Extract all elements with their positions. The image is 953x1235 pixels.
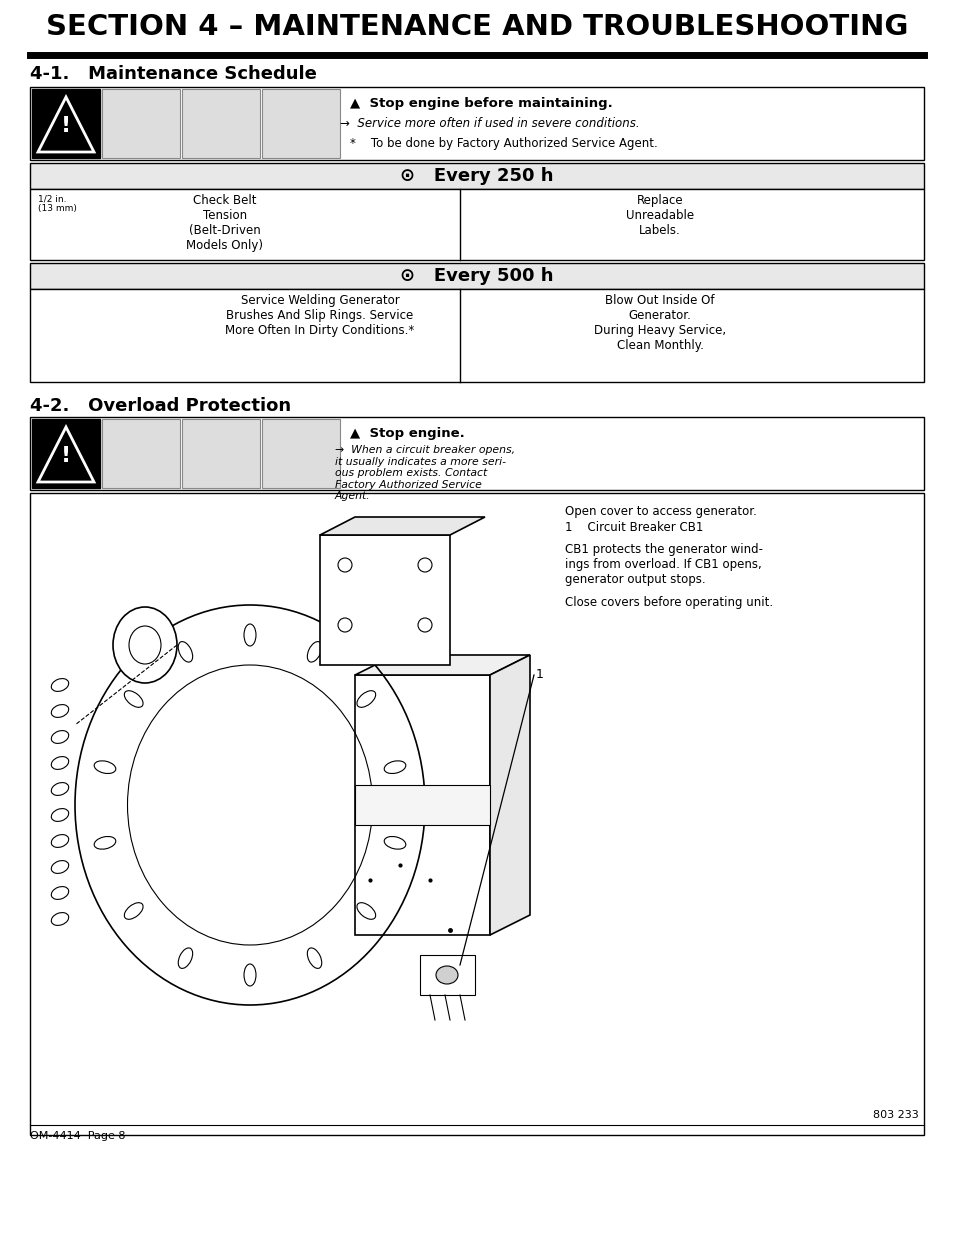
Ellipse shape <box>244 965 255 986</box>
Ellipse shape <box>124 690 143 708</box>
Ellipse shape <box>337 558 352 572</box>
Text: !: ! <box>61 446 71 466</box>
Text: 1    Circuit Breaker CB1: 1 Circuit Breaker CB1 <box>564 521 702 534</box>
Text: 1: 1 <box>536 668 543 682</box>
Ellipse shape <box>384 761 405 773</box>
Ellipse shape <box>436 966 457 984</box>
FancyBboxPatch shape <box>355 785 490 825</box>
FancyBboxPatch shape <box>30 163 923 189</box>
FancyBboxPatch shape <box>182 419 260 488</box>
Text: CB1 protects the generator wind-
ings from overload. If CB1 opens,
generator out: CB1 protects the generator wind- ings fr… <box>564 543 762 585</box>
Ellipse shape <box>178 642 193 662</box>
Polygon shape <box>490 655 530 935</box>
Ellipse shape <box>94 761 115 773</box>
FancyBboxPatch shape <box>262 419 339 488</box>
FancyBboxPatch shape <box>102 89 180 158</box>
Ellipse shape <box>476 794 483 816</box>
Ellipse shape <box>392 794 400 816</box>
Text: Blow Out Inside Of
Generator.
During Heavy Service,
Clean Monthly.: Blow Out Inside Of Generator. During Hea… <box>594 294 725 352</box>
Ellipse shape <box>307 948 321 968</box>
Ellipse shape <box>337 618 352 632</box>
Ellipse shape <box>444 794 452 816</box>
Ellipse shape <box>361 794 369 816</box>
Text: ▲  Stop engine before maintaining.: ▲ Stop engine before maintaining. <box>350 98 612 110</box>
Text: *    To be done by Factory Authorized Service Agent.: * To be done by Factory Authorized Servi… <box>350 137 657 149</box>
Text: ⊙   Every 500 h: ⊙ Every 500 h <box>400 267 553 285</box>
Text: 4-1.   Maintenance Schedule: 4-1. Maintenance Schedule <box>30 65 316 83</box>
Text: →  When a circuit breaker opens,
it usually indicates a more seri-
ous problem e: → When a circuit breaker opens, it usual… <box>335 445 515 501</box>
Ellipse shape <box>455 794 462 816</box>
Polygon shape <box>319 535 450 664</box>
Ellipse shape <box>356 690 375 708</box>
Ellipse shape <box>382 794 390 816</box>
Text: 4-2.   Overload Protection: 4-2. Overload Protection <box>30 396 291 415</box>
FancyBboxPatch shape <box>32 89 100 158</box>
Ellipse shape <box>94 836 115 850</box>
Ellipse shape <box>124 903 143 919</box>
Ellipse shape <box>423 794 432 816</box>
Text: Close covers before operating unit.: Close covers before operating unit. <box>564 597 772 609</box>
Ellipse shape <box>112 606 177 683</box>
FancyBboxPatch shape <box>32 419 100 488</box>
Text: Check Belt
Tension
(Belt-Driven
Models Only): Check Belt Tension (Belt-Driven Models O… <box>186 194 263 252</box>
Ellipse shape <box>417 618 432 632</box>
Text: Open cover to access generator.: Open cover to access generator. <box>564 505 756 517</box>
FancyBboxPatch shape <box>30 493 923 1135</box>
Text: 1/2 in.
(13 mm): 1/2 in. (13 mm) <box>38 194 77 214</box>
FancyBboxPatch shape <box>30 263 923 289</box>
Ellipse shape <box>417 558 432 572</box>
Text: Service Welding Generator
Brushes And Slip Rings. Service
More Often In Dirty Co: Service Welding Generator Brushes And Sl… <box>225 294 415 337</box>
FancyBboxPatch shape <box>30 86 923 161</box>
Ellipse shape <box>178 948 193 968</box>
FancyBboxPatch shape <box>182 89 260 158</box>
Polygon shape <box>355 676 490 935</box>
Text: ⊙   Every 250 h: ⊙ Every 250 h <box>400 167 553 185</box>
Text: ▲  Stop engine.: ▲ Stop engine. <box>350 427 464 440</box>
Ellipse shape <box>413 794 421 816</box>
Ellipse shape <box>307 642 321 662</box>
FancyBboxPatch shape <box>419 955 475 995</box>
Text: →  Service more often if used in severe conditions.: → Service more often if used in severe c… <box>339 117 639 130</box>
Ellipse shape <box>465 794 473 816</box>
Ellipse shape <box>244 624 255 646</box>
Ellipse shape <box>402 794 411 816</box>
Ellipse shape <box>384 836 405 850</box>
FancyBboxPatch shape <box>30 289 923 382</box>
Polygon shape <box>319 517 484 535</box>
Text: SECTION 4 – MAINTENANCE AND TROUBLESHOOTING: SECTION 4 – MAINTENANCE AND TROUBLESHOOT… <box>46 14 907 41</box>
Text: !: ! <box>61 116 71 136</box>
Polygon shape <box>355 655 530 676</box>
Ellipse shape <box>356 903 375 919</box>
Text: 803 233: 803 233 <box>872 1110 918 1120</box>
Text: OM-4414  Page 8: OM-4414 Page 8 <box>30 1131 126 1141</box>
FancyBboxPatch shape <box>262 89 339 158</box>
FancyBboxPatch shape <box>30 417 923 490</box>
Text: Replace
Unreadable
Labels.: Replace Unreadable Labels. <box>625 194 694 237</box>
FancyBboxPatch shape <box>30 189 923 261</box>
Ellipse shape <box>434 794 441 816</box>
Ellipse shape <box>372 794 379 816</box>
FancyBboxPatch shape <box>102 419 180 488</box>
